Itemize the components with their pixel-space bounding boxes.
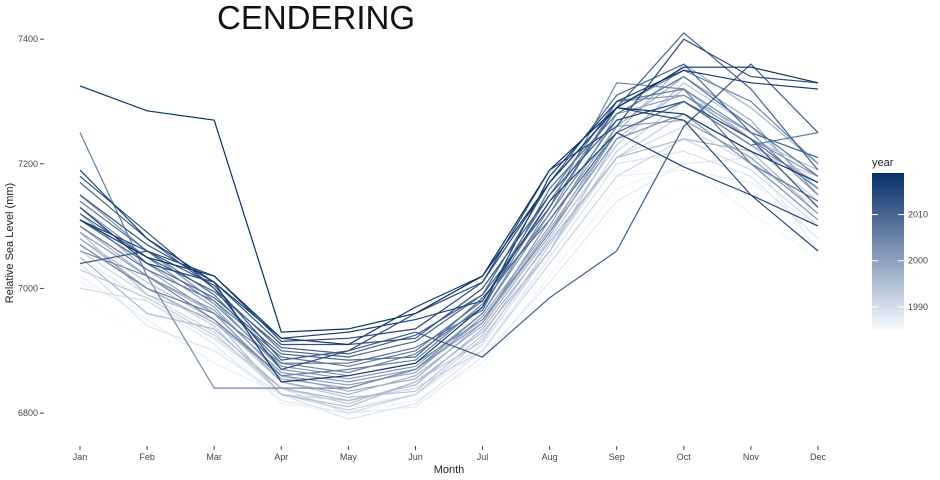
series-line-2019 bbox=[79, 66, 819, 333]
series-line-1988 bbox=[79, 156, 819, 414]
legend-ticks: 1990 2000 2010 bbox=[872, 210, 928, 312]
y-tick-label: 7400 bbox=[18, 34, 38, 44]
series-line-2015 bbox=[79, 107, 819, 343]
series-line-2009 bbox=[79, 100, 819, 361]
x-tick-label: Oct bbox=[677, 452, 692, 462]
series-line-2002 bbox=[79, 94, 819, 380]
legend-colorbar bbox=[872, 173, 904, 330]
x-tick-label: Dec bbox=[810, 452, 827, 462]
series-line-1987 bbox=[79, 169, 819, 408]
series-line-2016 bbox=[79, 131, 819, 339]
series-line-2006 bbox=[79, 100, 819, 377]
series-line-1994 bbox=[79, 82, 819, 399]
y-axis: 6800 7000 7200 7400 bbox=[18, 34, 44, 418]
x-tick-label: Jan bbox=[73, 452, 88, 462]
series-line-1998 bbox=[79, 75, 819, 392]
y-tick-label: 6800 bbox=[18, 408, 38, 418]
legend-tick-label: 2000 bbox=[908, 256, 928, 266]
series-line-1993 bbox=[79, 113, 819, 405]
x-tick-label: Aug bbox=[542, 452, 558, 462]
y-tick-label: 7200 bbox=[18, 159, 38, 169]
x-tick-label: Feb bbox=[139, 452, 155, 462]
plot-lines bbox=[79, 32, 819, 420]
x-tick-label: Jul bbox=[477, 452, 489, 462]
year-legend: year 1990 2000 2010 bbox=[872, 157, 928, 330]
series-line-2001 bbox=[79, 119, 819, 383]
x-axis: Jan Feb Mar Apr May Jun Jul Aug Sep Oct Nov Dec bbox=[73, 446, 827, 462]
series-line-1995 bbox=[79, 88, 819, 408]
legend-tick-label: 1990 bbox=[908, 302, 928, 312]
series-line-1989 bbox=[79, 150, 819, 420]
x-tick-label: Apr bbox=[274, 452, 288, 462]
series-line-1996 bbox=[79, 138, 819, 402]
legend-title: year bbox=[872, 157, 894, 169]
x-tick-label: Sep bbox=[609, 452, 625, 462]
series-line-2008 bbox=[79, 75, 819, 364]
x-tick-label: Jun bbox=[408, 452, 423, 462]
x-tick-label: Nov bbox=[743, 452, 760, 462]
y-tick-label: 7000 bbox=[18, 283, 38, 293]
series-line-2007 bbox=[79, 88, 819, 367]
legend-tick-label: 2010 bbox=[908, 210, 928, 220]
x-tick-label: Mar bbox=[206, 452, 222, 462]
series-line-2018 bbox=[79, 107, 819, 346]
series-line-2013 bbox=[79, 100, 819, 346]
series-line-2004 bbox=[79, 82, 819, 389]
x-axis-title: Month bbox=[434, 464, 465, 476]
series-line-2011 bbox=[79, 32, 819, 355]
series-line-2017 bbox=[79, 69, 819, 383]
y-axis-title: Relative Sea Level (mm) bbox=[4, 183, 16, 303]
series-line-2003 bbox=[79, 113, 819, 377]
chart-title: CENDERING bbox=[217, 0, 415, 36]
x-tick-label: May bbox=[340, 452, 358, 462]
series-line-1986 bbox=[79, 163, 819, 414]
